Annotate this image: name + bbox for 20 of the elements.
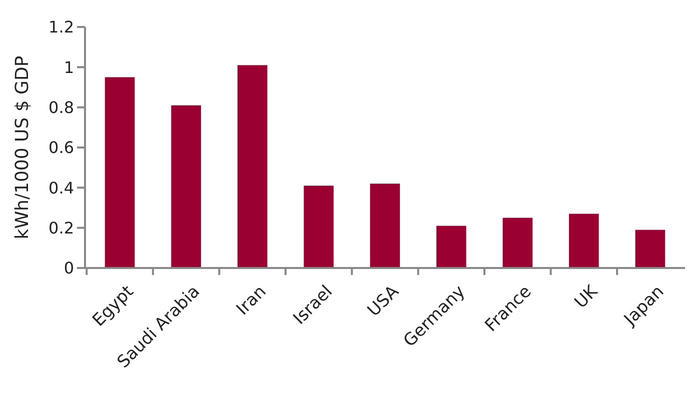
y-tick-label: 0.6 [48,138,74,158]
bar [635,230,666,268]
bar [104,77,135,268]
y-tick-label: 0.8 [48,98,74,117]
y-tick-label: 0 [64,258,74,278]
x-tick-label: USA [364,282,404,321]
bar [502,218,533,268]
y-tick-label: 0.2 [48,218,74,238]
x-tick-label: Iran [232,282,270,320]
x-tick-label: UK [571,281,602,313]
bar [237,65,268,268]
y-axis-title: kWh/1000 US $ GDP [12,56,33,240]
y-tick-label: 0.4 [48,178,74,198]
bar [171,105,202,268]
bar [568,214,599,268]
bar [370,184,400,268]
y-tick-label: 1.2 [48,18,74,37]
y-tick-label: 1 [64,58,74,77]
bar [436,226,466,268]
bar [304,186,334,268]
